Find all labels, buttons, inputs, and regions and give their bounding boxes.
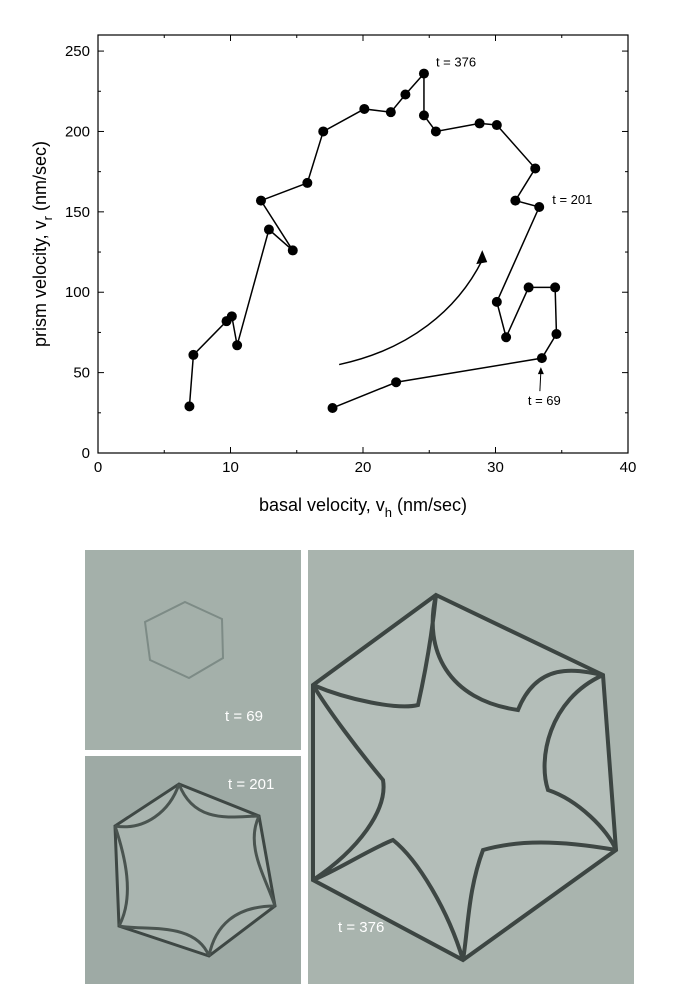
photo-t201: t = 201 [85, 756, 301, 984]
y-tick-label: 250 [65, 43, 90, 60]
y-tick-label: 150 [65, 204, 90, 221]
annotation-label: t = 376 [436, 55, 476, 70]
data-point [550, 282, 561, 293]
x-tick-label: 20 [355, 459, 372, 476]
velocity-chart: 0 10 20 30 40 0 50 100 150 200 250 basal velocity, … [30, 34, 637, 520]
data-point [551, 329, 562, 340]
photo-label-t69: t = 69 [225, 708, 263, 725]
t69-pointer-head [537, 367, 544, 375]
data-point [385, 107, 396, 118]
data-point [287, 245, 298, 256]
data-point [188, 349, 199, 360]
crystal-outline [143, 600, 225, 680]
t69-pointer [539, 371, 542, 392]
annotation-label: t = 69 [528, 393, 561, 408]
crystal-star-medium [113, 782, 277, 958]
y-axis-label: prism velocity, vr (nm/sec) [30, 141, 55, 347]
data-point [400, 89, 411, 100]
data-point [491, 120, 502, 131]
photo-label-t201: t = 201 [228, 776, 275, 793]
data-point [534, 202, 545, 213]
data-point [232, 340, 243, 351]
data-point [255, 195, 266, 206]
data-point [221, 316, 232, 327]
y-tick-label: 200 [65, 123, 90, 140]
x-axis-label: basal velocity, vh (nm/sec) [259, 495, 467, 520]
annotation-label: t = 201 [552, 192, 592, 207]
data-point [359, 103, 370, 114]
data-point [391, 377, 402, 388]
y-tick-label: 100 [65, 284, 90, 301]
data-point [474, 118, 485, 129]
photo-label-t376: t = 376 [338, 919, 385, 936]
x-tick-label: 30 [487, 459, 504, 476]
x-tick-label: 0 [94, 459, 102, 476]
plot-area: 0 10 20 30 40 0 50 100 150 200 250 basal velocity, … [30, 34, 637, 520]
y-tick-label: 50 [73, 365, 90, 382]
data-point [501, 332, 512, 343]
data-point [536, 353, 547, 364]
data-point [510, 195, 521, 206]
plot-frame [97, 34, 629, 454]
trend-arrow [338, 259, 483, 366]
crystal-star-large [311, 592, 619, 963]
y-tick-label: 0 [82, 445, 90, 462]
data-point [302, 177, 313, 188]
data-point [263, 224, 274, 235]
crystal-hexagon-small [143, 600, 225, 680]
data-point [327, 402, 338, 413]
data-point [530, 163, 541, 174]
x-tick-label: 40 [620, 459, 637, 476]
x-tick-label: 10 [222, 459, 239, 476]
data-point [418, 68, 429, 79]
data-point [318, 126, 329, 137]
data-point [418, 110, 429, 121]
photo-t376: t = 376 [308, 550, 634, 984]
data-point [430, 126, 441, 137]
trend-arrow-head [476, 250, 488, 265]
photo-t69: t = 69 [85, 550, 301, 750]
data-point [184, 401, 195, 412]
data-point [491, 296, 502, 307]
data-point [523, 282, 534, 293]
